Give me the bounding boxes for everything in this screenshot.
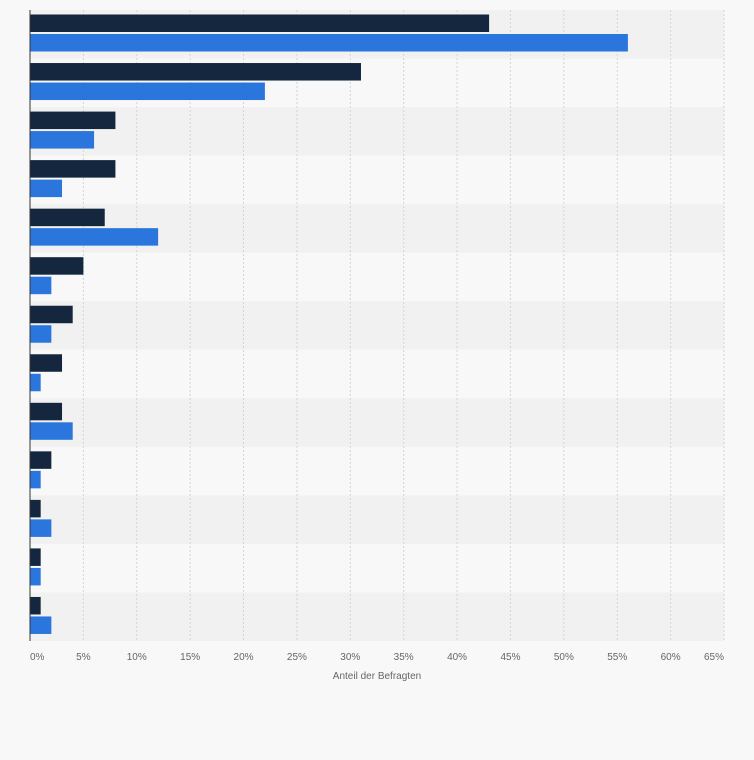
row-band (30, 107, 724, 156)
bar-series2 (30, 519, 52, 537)
x-tick-label: 20% (234, 652, 254, 663)
bar-series2 (30, 276, 52, 295)
row-band (30, 398, 724, 447)
bar-series2 (30, 179, 63, 198)
bar-series1 (30, 257, 84, 275)
bar-series1 (30, 402, 63, 421)
row-band (30, 252, 724, 302)
bar-series2 (30, 422, 73, 440)
bar-series1 (30, 208, 105, 227)
row-band (30, 592, 724, 641)
x-tick-label: 45% (500, 652, 520, 663)
bar-series1 (30, 596, 41, 615)
bar-series1 (30, 111, 116, 130)
x-tick-label: 30% (340, 652, 360, 663)
x-tick-label: 60% (661, 652, 681, 663)
bar-series1 (30, 451, 52, 469)
x-tick-label: 10% (127, 652, 147, 663)
x-tick-label: 0% (30, 652, 45, 663)
x-tick-label: 35% (394, 652, 414, 663)
bar-series1 (30, 63, 361, 81)
x-tick-label: 15% (180, 652, 200, 663)
x-tick-label: 40% (447, 652, 467, 663)
bar-series2 (30, 228, 159, 246)
bar-series2 (30, 34, 628, 52)
row-band (30, 301, 724, 350)
bar-series1 (30, 548, 41, 566)
bar-series2 (30, 567, 41, 586)
bar-series1 (30, 354, 63, 372)
bar-series2 (30, 82, 265, 101)
bar-series2 (30, 616, 52, 634)
x-tick-label: 55% (607, 652, 627, 663)
x-axis-title: Anteil der Befragten (333, 671, 421, 682)
bar-series1 (30, 305, 73, 324)
x-axis-ticks: 0% 5% 10% 15% 20% 25% 30% 35% 40% 45% 50% 55% 60% 65% (30, 652, 724, 663)
bar-series1 (30, 160, 116, 178)
bar-series1 (30, 499, 41, 518)
bar-series2 (30, 325, 52, 343)
row-band (30, 446, 724, 496)
row-band (30, 155, 724, 205)
x-tick-label: 25% (287, 652, 307, 663)
row-bands (30, 10, 724, 641)
x-tick-label: 65% (704, 652, 724, 663)
row-band (30, 495, 724, 544)
gridlines (82, 10, 725, 641)
bar-series2 (30, 131, 95, 149)
x-tick-label: 5% (76, 652, 91, 663)
bar-series2 (30, 373, 41, 392)
row-band (30, 349, 724, 399)
bars (30, 14, 628, 634)
bar-series2 (30, 470, 41, 489)
x-tick-label: 50% (554, 652, 574, 663)
bar-series1 (30, 14, 490, 32)
row-band (30, 543, 724, 593)
